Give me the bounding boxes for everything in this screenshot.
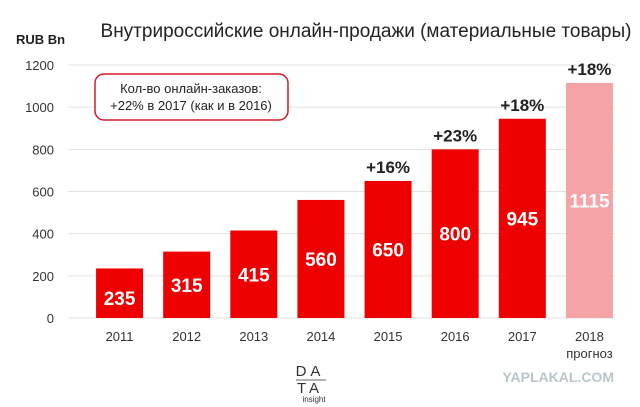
bar-value-label: 235 (104, 289, 136, 310)
x-tick-label: 2015 (374, 329, 403, 344)
x-tick-sublabel: прогноз (566, 346, 613, 361)
bar (431, 149, 479, 318)
watermark: YAPLAKAL.COM (503, 369, 615, 385)
y-tick-label: 400 (32, 227, 54, 242)
x-tick-label: 2016 (441, 329, 470, 344)
growth-label: +18% (500, 96, 544, 115)
bar (163, 251, 211, 318)
growth-label: +16% (366, 158, 410, 177)
y-tick-label: 200 (32, 269, 54, 284)
y-tick-label: 0 (47, 311, 54, 326)
bar (96, 268, 144, 318)
annotation-border (94, 73, 289, 121)
data-insight-logo: DA TA insight (296, 363, 327, 404)
x-tick-label: 2011 (106, 329, 134, 344)
bar (364, 180, 412, 318)
growth-label: +18% (567, 60, 611, 79)
bar (498, 118, 546, 318)
x-tick-label: 2012 (172, 329, 201, 344)
logo-subtext: insight (302, 395, 326, 404)
annotation-box: Кол-во онлайн-заказов: +22% в 2017 (как … (94, 73, 289, 121)
bar (565, 82, 613, 318)
bar (230, 230, 278, 318)
logo-text-line-1: DA (296, 363, 325, 380)
bar-value-label: 800 (439, 225, 471, 246)
bar-value-label: 1115 (569, 191, 610, 212)
x-tick-label: 2018 (575, 329, 604, 344)
y-tick-label: 800 (32, 142, 54, 157)
chart-title: Внутрироссийские онлайн-продажи (материа… (101, 21, 632, 42)
y-tick-label: 1200 (25, 58, 54, 73)
y-tick-label: 1000 (25, 100, 54, 115)
y-tick-label: 600 (32, 185, 54, 200)
annotation-line-2: +22% в 2017 (как и в 2016) (110, 98, 272, 113)
x-tick-label: 2017 (508, 329, 537, 344)
annotation-line-1: Кол-во онлайн-заказов: (120, 81, 262, 96)
logo-text-line-2: TA (297, 380, 323, 397)
x-tick-label: 2013 (239, 329, 268, 344)
growth-label: +23% (433, 126, 477, 145)
y-axis: 0 200 400 600 800 1000 1200 (25, 58, 54, 326)
bar (297, 199, 345, 318)
bars: 235 315 415 560 650 +16% 800 +23% 945 +18% 1115 +18… (96, 60, 613, 318)
bar-value-label: 315 (171, 276, 203, 297)
y-axis-unit: RUB Bn (16, 32, 65, 47)
bar-value-label: 650 (372, 240, 404, 261)
bar-value-label: 560 (305, 250, 337, 271)
bar-value-label: 945 (506, 209, 538, 230)
x-tick-label: 2014 (306, 329, 335, 344)
x-axis: 2011 2012 2013 2014 2015 2016 2017 2018 прогноз (106, 329, 613, 361)
bar-value-label: 415 (238, 265, 270, 286)
